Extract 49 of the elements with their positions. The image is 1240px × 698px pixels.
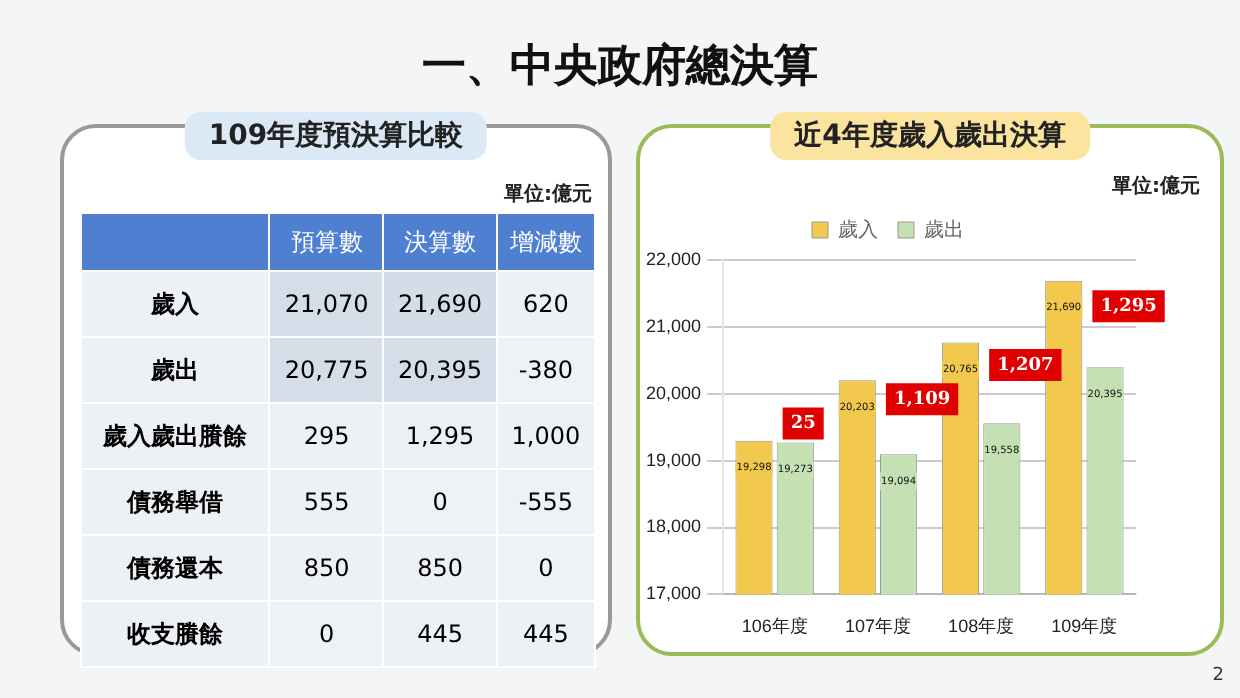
- annotation: 25: [790, 414, 816, 435]
- y-tick-label: 22,000: [645, 248, 702, 269]
- data-label: 1,295: [383, 403, 497, 469]
- data-label: -380: [496, 337, 595, 403]
- x-tick-label: 109年度: [1051, 616, 1118, 637]
- data-label: 20,395: [383, 337, 497, 403]
- y-tick-label: 歲入: [81, 271, 270, 337]
- legend-label: 歲出: [924, 217, 964, 242]
- y-tick-label: 債務還本: [81, 535, 270, 601]
- data-label: 445: [496, 601, 595, 667]
- y-tick-label: 債務舉借: [81, 469, 270, 535]
- data-label: 850: [269, 535, 384, 601]
- data-label: 21,070: [269, 271, 384, 337]
- y-tick-label: 21,000: [645, 315, 702, 336]
- chart-title: 近4年度歲入歲出決算: [770, 112, 1090, 160]
- x-tick-label: 預算數: [269, 213, 384, 271]
- data-label: 20,775: [269, 337, 384, 403]
- y-tick-label: 收支賸餘: [81, 601, 270, 667]
- annotation: 1,295: [1100, 296, 1157, 317]
- data-label: -555: [496, 469, 595, 535]
- data-label: 295: [269, 403, 384, 469]
- x-tick-label: 決算數: [383, 213, 497, 271]
- x-tick-label: 增減數: [496, 213, 595, 271]
- data-label: 0: [496, 535, 595, 601]
- text: 單位:億元: [1112, 173, 1200, 200]
- text: 一、中央政府總決算: [420, 39, 820, 96]
- data-label: 620: [496, 271, 595, 337]
- y-tick-label: 18,000: [645, 516, 702, 537]
- x-tick-label: 107年度: [844, 616, 911, 637]
- annotation: 1,207: [997, 355, 1054, 376]
- text: 2: [1212, 666, 1224, 686]
- y-tick-label: 歲入歲出賸餘: [81, 403, 270, 469]
- y-tick-label: 17,000: [645, 583, 702, 604]
- data-label: 1,000: [496, 403, 595, 469]
- x-tick-label: 108年度: [948, 616, 1015, 637]
- x-tick-label: 106年度: [741, 616, 808, 637]
- y-tick-label: 19,000: [645, 449, 702, 470]
- y-tick-label: 20,000: [645, 382, 702, 403]
- data-label: 850: [383, 535, 497, 601]
- data-label: 0: [269, 601, 384, 667]
- chart-title: 109年度預決算比較: [184, 112, 488, 160]
- data-label: 21,690: [383, 271, 497, 337]
- legend-label: 歲入: [838, 217, 878, 242]
- data-label: 445: [383, 601, 497, 667]
- data-label: 555: [269, 469, 384, 535]
- annotation: 1,109: [893, 389, 951, 410]
- text: 單位:億元: [504, 181, 592, 208]
- data-label: 0: [383, 469, 497, 535]
- y-tick-label: 歲出: [81, 337, 270, 403]
